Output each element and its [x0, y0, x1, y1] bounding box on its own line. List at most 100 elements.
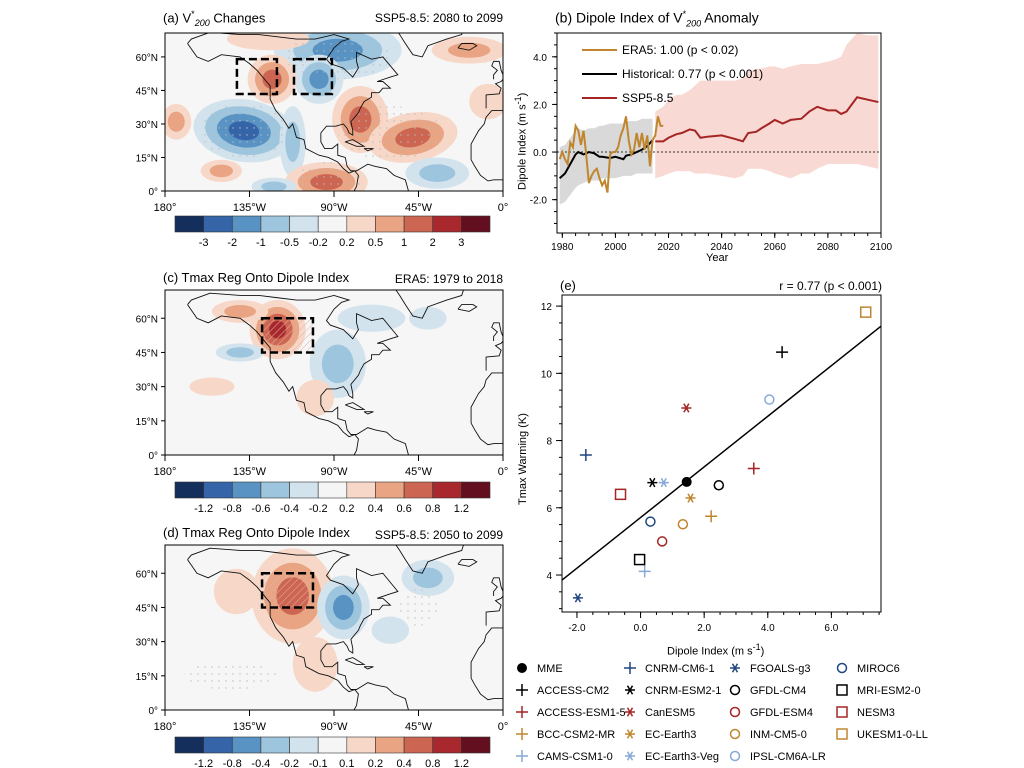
legend-item: UKESM1-0-LL [836, 728, 928, 741]
colorbar-swatch [174, 736, 204, 754]
legend-marker [836, 728, 848, 740]
lat-tick-label: 60°N [136, 569, 158, 580]
legend-label: ERA5: 1.00 (p < 0.02) [622, 43, 738, 57]
spread-band-historical [559, 118, 653, 205]
legend-marker [729, 750, 741, 762]
legend-label: FGOALS-g3 [750, 663, 811, 675]
colorbar-label: -1.2 [194, 758, 213, 768]
contour-fill [213, 568, 259, 615]
panel-e-correlation: r = 0.77 (p < 0.001) [779, 279, 882, 293]
significance-stippling [198, 103, 289, 158]
colorbar-swatch [231, 736, 262, 754]
lon-tick-label: 45°W [405, 466, 433, 478]
lat-tick-label: 45°N [136, 603, 158, 614]
coastline [491, 322, 503, 342]
coastline [470, 372, 503, 424]
point-mri-esm2-0 [633, 553, 646, 566]
point-inm-cm5-0 [677, 519, 689, 530]
legend-item: EC-Earth3-Veg [625, 751, 719, 763]
lat-tick-label: 60°N [136, 314, 158, 325]
coastline [187, 559, 359, 710]
spread-band-ssp585 [655, 33, 879, 179]
significance-stippling [399, 589, 438, 626]
colorbar-swatch [461, 481, 491, 499]
coastline [470, 159, 503, 182]
colorbar-swatch [461, 215, 491, 233]
point-access-cm2 [776, 346, 789, 359]
legend-label: INM-CM5-0 [750, 729, 807, 741]
colorbar-label: -0.2 [309, 237, 328, 249]
colorbar-swatch [260, 481, 290, 499]
legend-label: CanESM5 [645, 707, 695, 719]
contour-fill [262, 69, 282, 89]
contour-fill [292, 637, 338, 692]
legend-label: UKESM1-0-LL [857, 729, 928, 741]
legend-label: CNRM-ESM2-1 [645, 685, 721, 697]
panel-b-title: (b) Dipole Index of V*200 Anomaly [555, 9, 759, 29]
coastline [363, 148, 374, 152]
legend-marker [625, 685, 635, 695]
y-tick-label: 0.0 [533, 148, 547, 159]
x-tick-label: 2.0 [697, 623, 711, 634]
map-panel-a: 0° 15°N 30°N 45°N 60°N 180° 135°W 90°W 45°W 0° [136, 32, 509, 214]
legend-marker [624, 662, 636, 674]
lat-tick-label: 0° [148, 706, 158, 717]
x-tick-label: 4.0 [761, 623, 775, 634]
colorbar-label: 1.2 [454, 503, 469, 515]
legend-marker [729, 728, 741, 740]
panel-b-xlabel: Year [706, 252, 729, 264]
legend-label: IPSL-CM6A-LR [750, 751, 826, 763]
panel-e-title: (e) [560, 278, 576, 293]
y-tick-label: 12 [541, 302, 553, 313]
legend-marker [729, 684, 741, 696]
significance-stippling [337, 106, 443, 160]
legend-label: MRI-ESM2-0 [857, 685, 921, 697]
legend-label: BCC-CSM2-MR [537, 729, 615, 741]
y-tick-label: 4 [546, 571, 552, 582]
scatter-chart: -2.0 0.0 2.0 4.0 6.0 4 6 8 10 12 [541, 294, 882, 634]
legend-item: GFDL-ESM4 [729, 706, 813, 719]
colorbar-swatch [231, 215, 262, 233]
hatching [262, 318, 313, 353]
coastline [395, 290, 464, 319]
panel-e-ylabel: Tmax Warming (K) [517, 413, 529, 505]
legend-marker [625, 751, 635, 761]
legend-marker [625, 729, 635, 739]
legend-label: SSP5-8.5 [622, 91, 674, 105]
legend-item: IPSL-CM6A-LR [729, 750, 826, 763]
legend-marker [836, 706, 848, 718]
y-tick-label: 8 [546, 437, 552, 448]
coastline [485, 595, 503, 626]
colorbar-label: 0.5 [368, 237, 383, 249]
lon-tick-label: 0° [498, 202, 509, 214]
lon-tick-label: 90°W [320, 721, 348, 733]
point-fgoals-g3 [572, 593, 583, 603]
legend-item: INM-CM5-0 [729, 728, 807, 741]
lat-tick-label: 0° [148, 451, 158, 462]
colorbar-swatch [260, 736, 290, 754]
panel-c-title: (c) Tmax Reg Onto Dipole Index [163, 270, 350, 285]
coastline [470, 110, 503, 160]
point-bcc-csm2-mr [705, 510, 718, 523]
lat-tick-label: 30°N [136, 383, 158, 394]
contour-fill [226, 347, 254, 358]
plot-frame [556, 32, 882, 234]
colorbar-label: 0.8 [425, 503, 440, 515]
contour-fill [167, 111, 185, 132]
lon-tick-label: 180° [154, 202, 177, 214]
legend-marker [516, 684, 528, 696]
colorbar-label: 0.4 [368, 503, 383, 515]
point-gfdl-cm4 [713, 480, 725, 491]
panel-c-period: ERA5: 1979 to 2018 [394, 272, 503, 286]
y-tick-label: 6 [546, 504, 552, 515]
colorbar-label: -1 [256, 237, 266, 249]
legend-label: CNRM-CM6-1 [645, 663, 715, 675]
coastline [398, 33, 463, 58]
legend-marker [730, 663, 740, 673]
contour-fill [296, 379, 334, 417]
panel-d-period: SSP5-8.5: 2050 to 2099 [374, 528, 503, 542]
legend-label: EC-Earth3-Veg [645, 751, 719, 763]
panel-a-period: SSP5-8.5: 2080 to 2099 [374, 11, 503, 25]
colorbar-label: -0.1 [309, 758, 328, 768]
